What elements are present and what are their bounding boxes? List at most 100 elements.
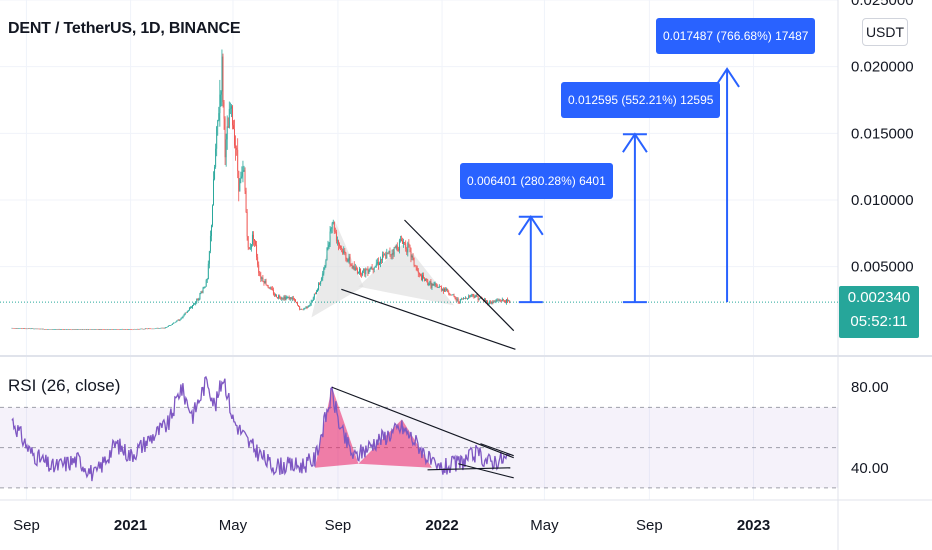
candle-body	[288, 297, 290, 300]
candle-body	[231, 106, 233, 126]
candle-body	[378, 263, 380, 265]
candle-body	[125, 329, 127, 330]
rsi-indicator-label[interactable]: RSI (26, close)	[8, 376, 121, 395]
candle-body	[497, 299, 499, 301]
candle-body	[163, 327, 165, 329]
rsi-triangle-right	[358, 419, 432, 468]
candle-body	[143, 328, 145, 330]
candle-body	[177, 319, 179, 321]
candle-body	[102, 329, 104, 330]
candle-body	[225, 139, 227, 158]
candle-body	[81, 329, 83, 330]
candle-body	[228, 109, 230, 128]
candle-body	[174, 322, 176, 324]
candle-body	[301, 308, 303, 310]
candle-body	[367, 270, 369, 274]
candle-body	[363, 268, 365, 271]
candle-body	[69, 329, 71, 330]
candle-body	[35, 328, 37, 330]
candle-body	[176, 320, 178, 322]
rsi-small-trendline	[480, 443, 514, 457]
candle-body	[469, 295, 471, 297]
time-tick-label: 2022	[425, 517, 458, 534]
candle-body	[456, 298, 458, 300]
candle-body	[101, 329, 103, 330]
candle-body	[360, 268, 361, 275]
target-label-1[interactable]: 0.006401 (280.28%) 6401	[460, 163, 613, 199]
candle-body	[155, 328, 157, 329]
candle-body	[144, 328, 146, 330]
candle-body	[40, 328, 42, 330]
candle-body	[351, 264, 353, 268]
candle-body	[292, 297, 294, 300]
candle-body	[436, 285, 438, 288]
candle-body	[359, 268, 360, 273]
candle-body	[306, 306, 308, 308]
candle-body	[220, 91, 222, 95]
candle-body	[247, 236, 249, 248]
candle-body	[142, 328, 144, 330]
candle-body	[82, 329, 84, 330]
candle-body	[41, 328, 43, 330]
candle-body	[447, 288, 449, 293]
price-tick-label: 0.025000	[851, 0, 914, 9]
candle-body	[490, 301, 492, 304]
candle-body	[299, 306, 301, 310]
candle-body	[290, 297, 292, 300]
candle-body	[478, 298, 480, 301]
candle-body	[277, 297, 279, 299]
candle-body	[167, 325, 169, 327]
price-tick-label: 0.015000	[851, 125, 914, 142]
candle-body	[80, 329, 82, 330]
candle-body	[46, 329, 48, 330]
candle-body	[509, 300, 511, 303]
candle-body	[376, 261, 378, 264]
candle-body	[496, 299, 498, 301]
candle-body	[263, 281, 265, 284]
candle-body	[417, 271, 419, 273]
candle-body	[107, 329, 108, 330]
pattern-triangle-right	[358, 242, 454, 306]
rsi-support-line	[427, 467, 511, 471]
candle-body	[445, 289, 447, 291]
candle-body	[303, 308, 305, 310]
candle-body	[304, 307, 306, 309]
target-label-2[interactable]: 0.012595 (552.21%) 12595	[561, 82, 721, 118]
rsi-tick-label: 80.00	[851, 379, 889, 396]
candle-body	[62, 329, 64, 330]
candle-body	[189, 307, 191, 309]
candle-body	[215, 148, 217, 168]
candle-body	[427, 280, 429, 285]
candle-body	[49, 329, 51, 330]
candle-body	[333, 222, 335, 232]
candle-body	[112, 329, 114, 330]
candle-body	[198, 298, 200, 301]
candle-body	[193, 304, 195, 306]
candle-body	[109, 329, 111, 330]
candle-body	[377, 261, 379, 265]
time-tick-label: Sep	[13, 517, 40, 534]
candle-body	[214, 167, 216, 180]
candle-body	[30, 328, 32, 330]
candle-body	[398, 240, 400, 251]
candle-body	[103, 329, 105, 330]
target-label-3[interactable]: 0.017487 (766.68%) 17487	[656, 18, 816, 54]
candle-body	[353, 265, 355, 270]
rsi-tick-label: 40.00	[851, 460, 889, 477]
candle-body	[362, 270, 364, 275]
candle-body	[458, 302, 460, 303]
candle-body	[457, 298, 459, 303]
candle-body	[415, 266, 417, 268]
candle-body	[147, 328, 149, 330]
candle-body	[111, 329, 113, 330]
candle-body	[157, 327, 159, 329]
candle-body	[25, 328, 27, 330]
candle-body	[346, 259, 348, 262]
candle-body	[31, 328, 33, 330]
time-tick-label: Sep	[636, 517, 663, 534]
currency-unit-button[interactable]: USDT	[862, 18, 908, 46]
candle-body	[207, 263, 209, 279]
candle-body	[347, 260, 349, 262]
